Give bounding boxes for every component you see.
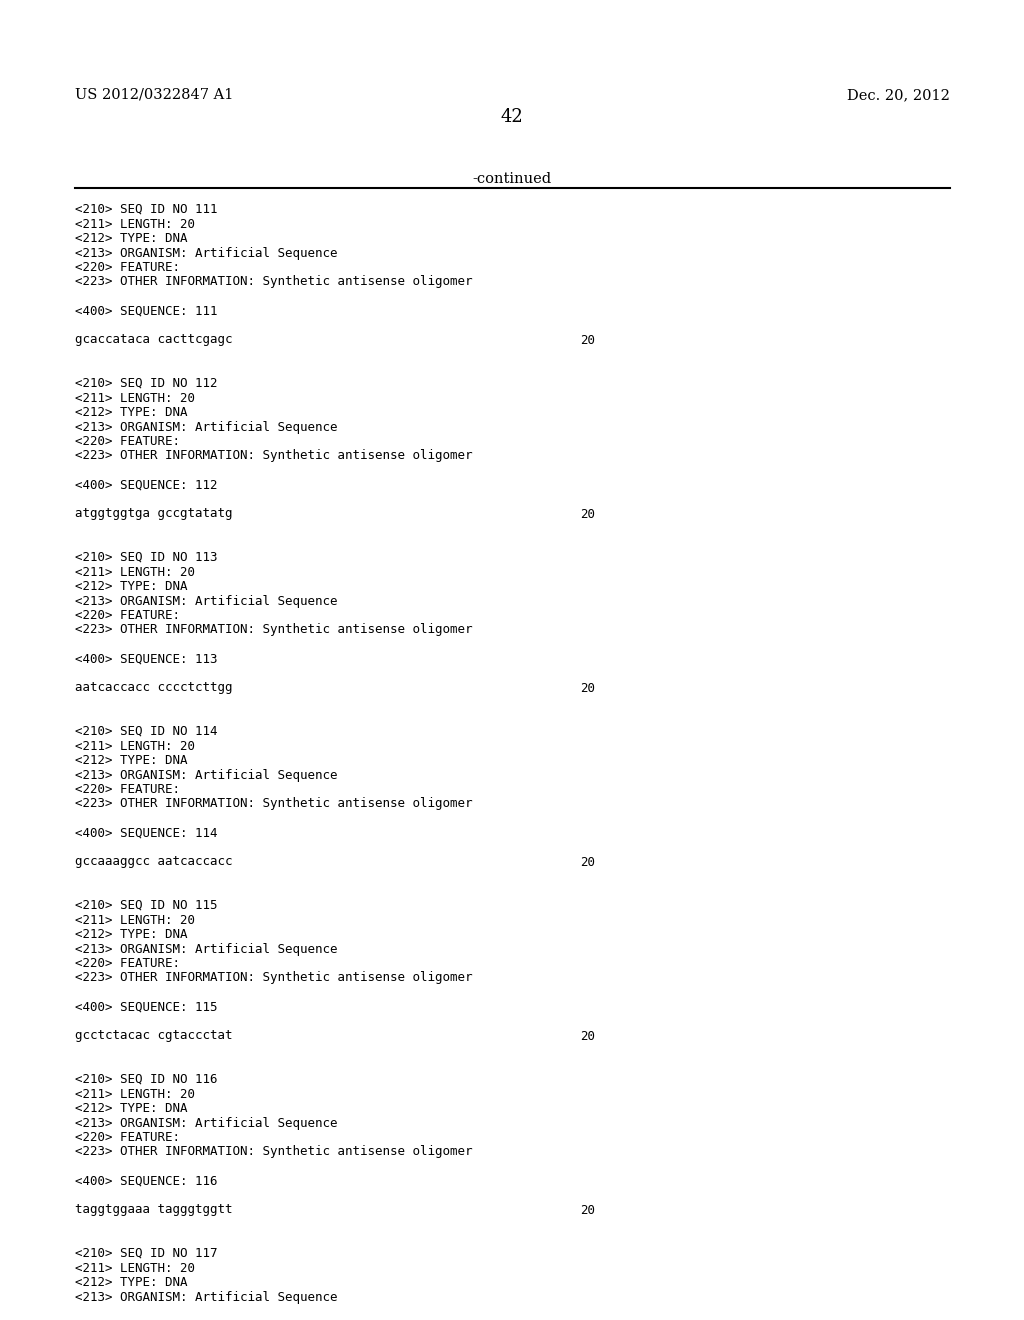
Text: <400> SEQUENCE: 115: <400> SEQUENCE: 115 [75, 1001, 217, 1014]
Text: <213> ORGANISM: Artificial Sequence: <213> ORGANISM: Artificial Sequence [75, 247, 338, 260]
Text: <223> OTHER INFORMATION: Synthetic antisense oligomer: <223> OTHER INFORMATION: Synthetic antis… [75, 1146, 472, 1159]
Text: <210> SEQ ID NO 113: <210> SEQ ID NO 113 [75, 550, 217, 564]
Text: <213> ORGANISM: Artificial Sequence: <213> ORGANISM: Artificial Sequence [75, 768, 338, 781]
Text: 20: 20 [580, 334, 595, 346]
Text: <220> FEATURE:: <220> FEATURE: [75, 1131, 180, 1144]
Text: <210> SEQ ID NO 117: <210> SEQ ID NO 117 [75, 1247, 217, 1261]
Text: -continued: -continued [472, 172, 552, 186]
Text: <212> TYPE: DNA: <212> TYPE: DNA [75, 579, 187, 593]
Text: 20: 20 [580, 1030, 595, 1043]
Text: <220> FEATURE:: <220> FEATURE: [75, 609, 180, 622]
Text: aatcaccacc cccctcttgg: aatcaccacc cccctcttgg [75, 681, 232, 694]
Text: <211> LENGTH: 20: <211> LENGTH: 20 [75, 218, 195, 231]
Text: <400> SEQUENCE: 112: <400> SEQUENCE: 112 [75, 479, 217, 491]
Text: <210> SEQ ID NO 114: <210> SEQ ID NO 114 [75, 725, 217, 738]
Text: <223> OTHER INFORMATION: Synthetic antisense oligomer: <223> OTHER INFORMATION: Synthetic antis… [75, 450, 472, 462]
Text: <210> SEQ ID NO 116: <210> SEQ ID NO 116 [75, 1073, 217, 1086]
Text: Dec. 20, 2012: Dec. 20, 2012 [847, 88, 950, 102]
Text: 20: 20 [580, 681, 595, 694]
Text: <223> OTHER INFORMATION: Synthetic antisense oligomer: <223> OTHER INFORMATION: Synthetic antis… [75, 623, 472, 636]
Text: <223> OTHER INFORMATION: Synthetic antisense oligomer: <223> OTHER INFORMATION: Synthetic antis… [75, 972, 472, 985]
Text: <210> SEQ ID NO 112: <210> SEQ ID NO 112 [75, 378, 217, 389]
Text: <213> ORGANISM: Artificial Sequence: <213> ORGANISM: Artificial Sequence [75, 942, 338, 956]
Text: gcaccataca cacttcgagc: gcaccataca cacttcgagc [75, 334, 232, 346]
Text: <220> FEATURE:: <220> FEATURE: [75, 957, 180, 970]
Text: <211> LENGTH: 20: <211> LENGTH: 20 [75, 913, 195, 927]
Text: <220> FEATURE:: <220> FEATURE: [75, 436, 180, 447]
Text: <213> ORGANISM: Artificial Sequence: <213> ORGANISM: Artificial Sequence [75, 1117, 338, 1130]
Text: <212> TYPE: DNA: <212> TYPE: DNA [75, 928, 187, 941]
Text: <223> OTHER INFORMATION: Synthetic antisense oligomer: <223> OTHER INFORMATION: Synthetic antis… [75, 797, 472, 810]
Text: <212> TYPE: DNA: <212> TYPE: DNA [75, 407, 187, 418]
Text: <211> LENGTH: 20: <211> LENGTH: 20 [75, 739, 195, 752]
Text: gccaaaggcc aatcaccacc: gccaaaggcc aatcaccacc [75, 855, 232, 869]
Text: <212> TYPE: DNA: <212> TYPE: DNA [75, 232, 187, 246]
Text: <400> SEQUENCE: 113: <400> SEQUENCE: 113 [75, 652, 217, 665]
Text: <211> LENGTH: 20: <211> LENGTH: 20 [75, 1088, 195, 1101]
Text: <223> OTHER INFORMATION: Synthetic antisense oligomer: <223> OTHER INFORMATION: Synthetic antis… [75, 276, 472, 289]
Text: <400> SEQUENCE: 116: <400> SEQUENCE: 116 [75, 1175, 217, 1188]
Text: 20: 20 [580, 507, 595, 520]
Text: <220> FEATURE:: <220> FEATURE: [75, 261, 180, 275]
Text: <213> ORGANISM: Artificial Sequence: <213> ORGANISM: Artificial Sequence [75, 594, 338, 607]
Text: <213> ORGANISM: Artificial Sequence: <213> ORGANISM: Artificial Sequence [75, 1291, 338, 1304]
Text: <211> LENGTH: 20: <211> LENGTH: 20 [75, 1262, 195, 1275]
Text: <220> FEATURE:: <220> FEATURE: [75, 783, 180, 796]
Text: <210> SEQ ID NO 111: <210> SEQ ID NO 111 [75, 203, 217, 216]
Text: <211> LENGTH: 20: <211> LENGTH: 20 [75, 392, 195, 404]
Text: <212> TYPE: DNA: <212> TYPE: DNA [75, 754, 187, 767]
Text: <213> ORGANISM: Artificial Sequence: <213> ORGANISM: Artificial Sequence [75, 421, 338, 433]
Text: 42: 42 [501, 108, 523, 125]
Text: <211> LENGTH: 20: <211> LENGTH: 20 [75, 565, 195, 578]
Text: <212> TYPE: DNA: <212> TYPE: DNA [75, 1276, 187, 1290]
Text: <400> SEQUENCE: 114: <400> SEQUENCE: 114 [75, 826, 217, 840]
Text: gcctctacac cgtaccctat: gcctctacac cgtaccctat [75, 1030, 232, 1043]
Text: US 2012/0322847 A1: US 2012/0322847 A1 [75, 88, 233, 102]
Text: taggtggaaa tagggtggtt: taggtggaaa tagggtggtt [75, 1204, 232, 1217]
Text: atggtggtga gccgtatatg: atggtggtga gccgtatatg [75, 507, 232, 520]
Text: <212> TYPE: DNA: <212> TYPE: DNA [75, 1102, 187, 1115]
Text: <400> SEQUENCE: 111: <400> SEQUENCE: 111 [75, 305, 217, 318]
Text: <210> SEQ ID NO 115: <210> SEQ ID NO 115 [75, 899, 217, 912]
Text: 20: 20 [580, 1204, 595, 1217]
Text: 20: 20 [580, 855, 595, 869]
